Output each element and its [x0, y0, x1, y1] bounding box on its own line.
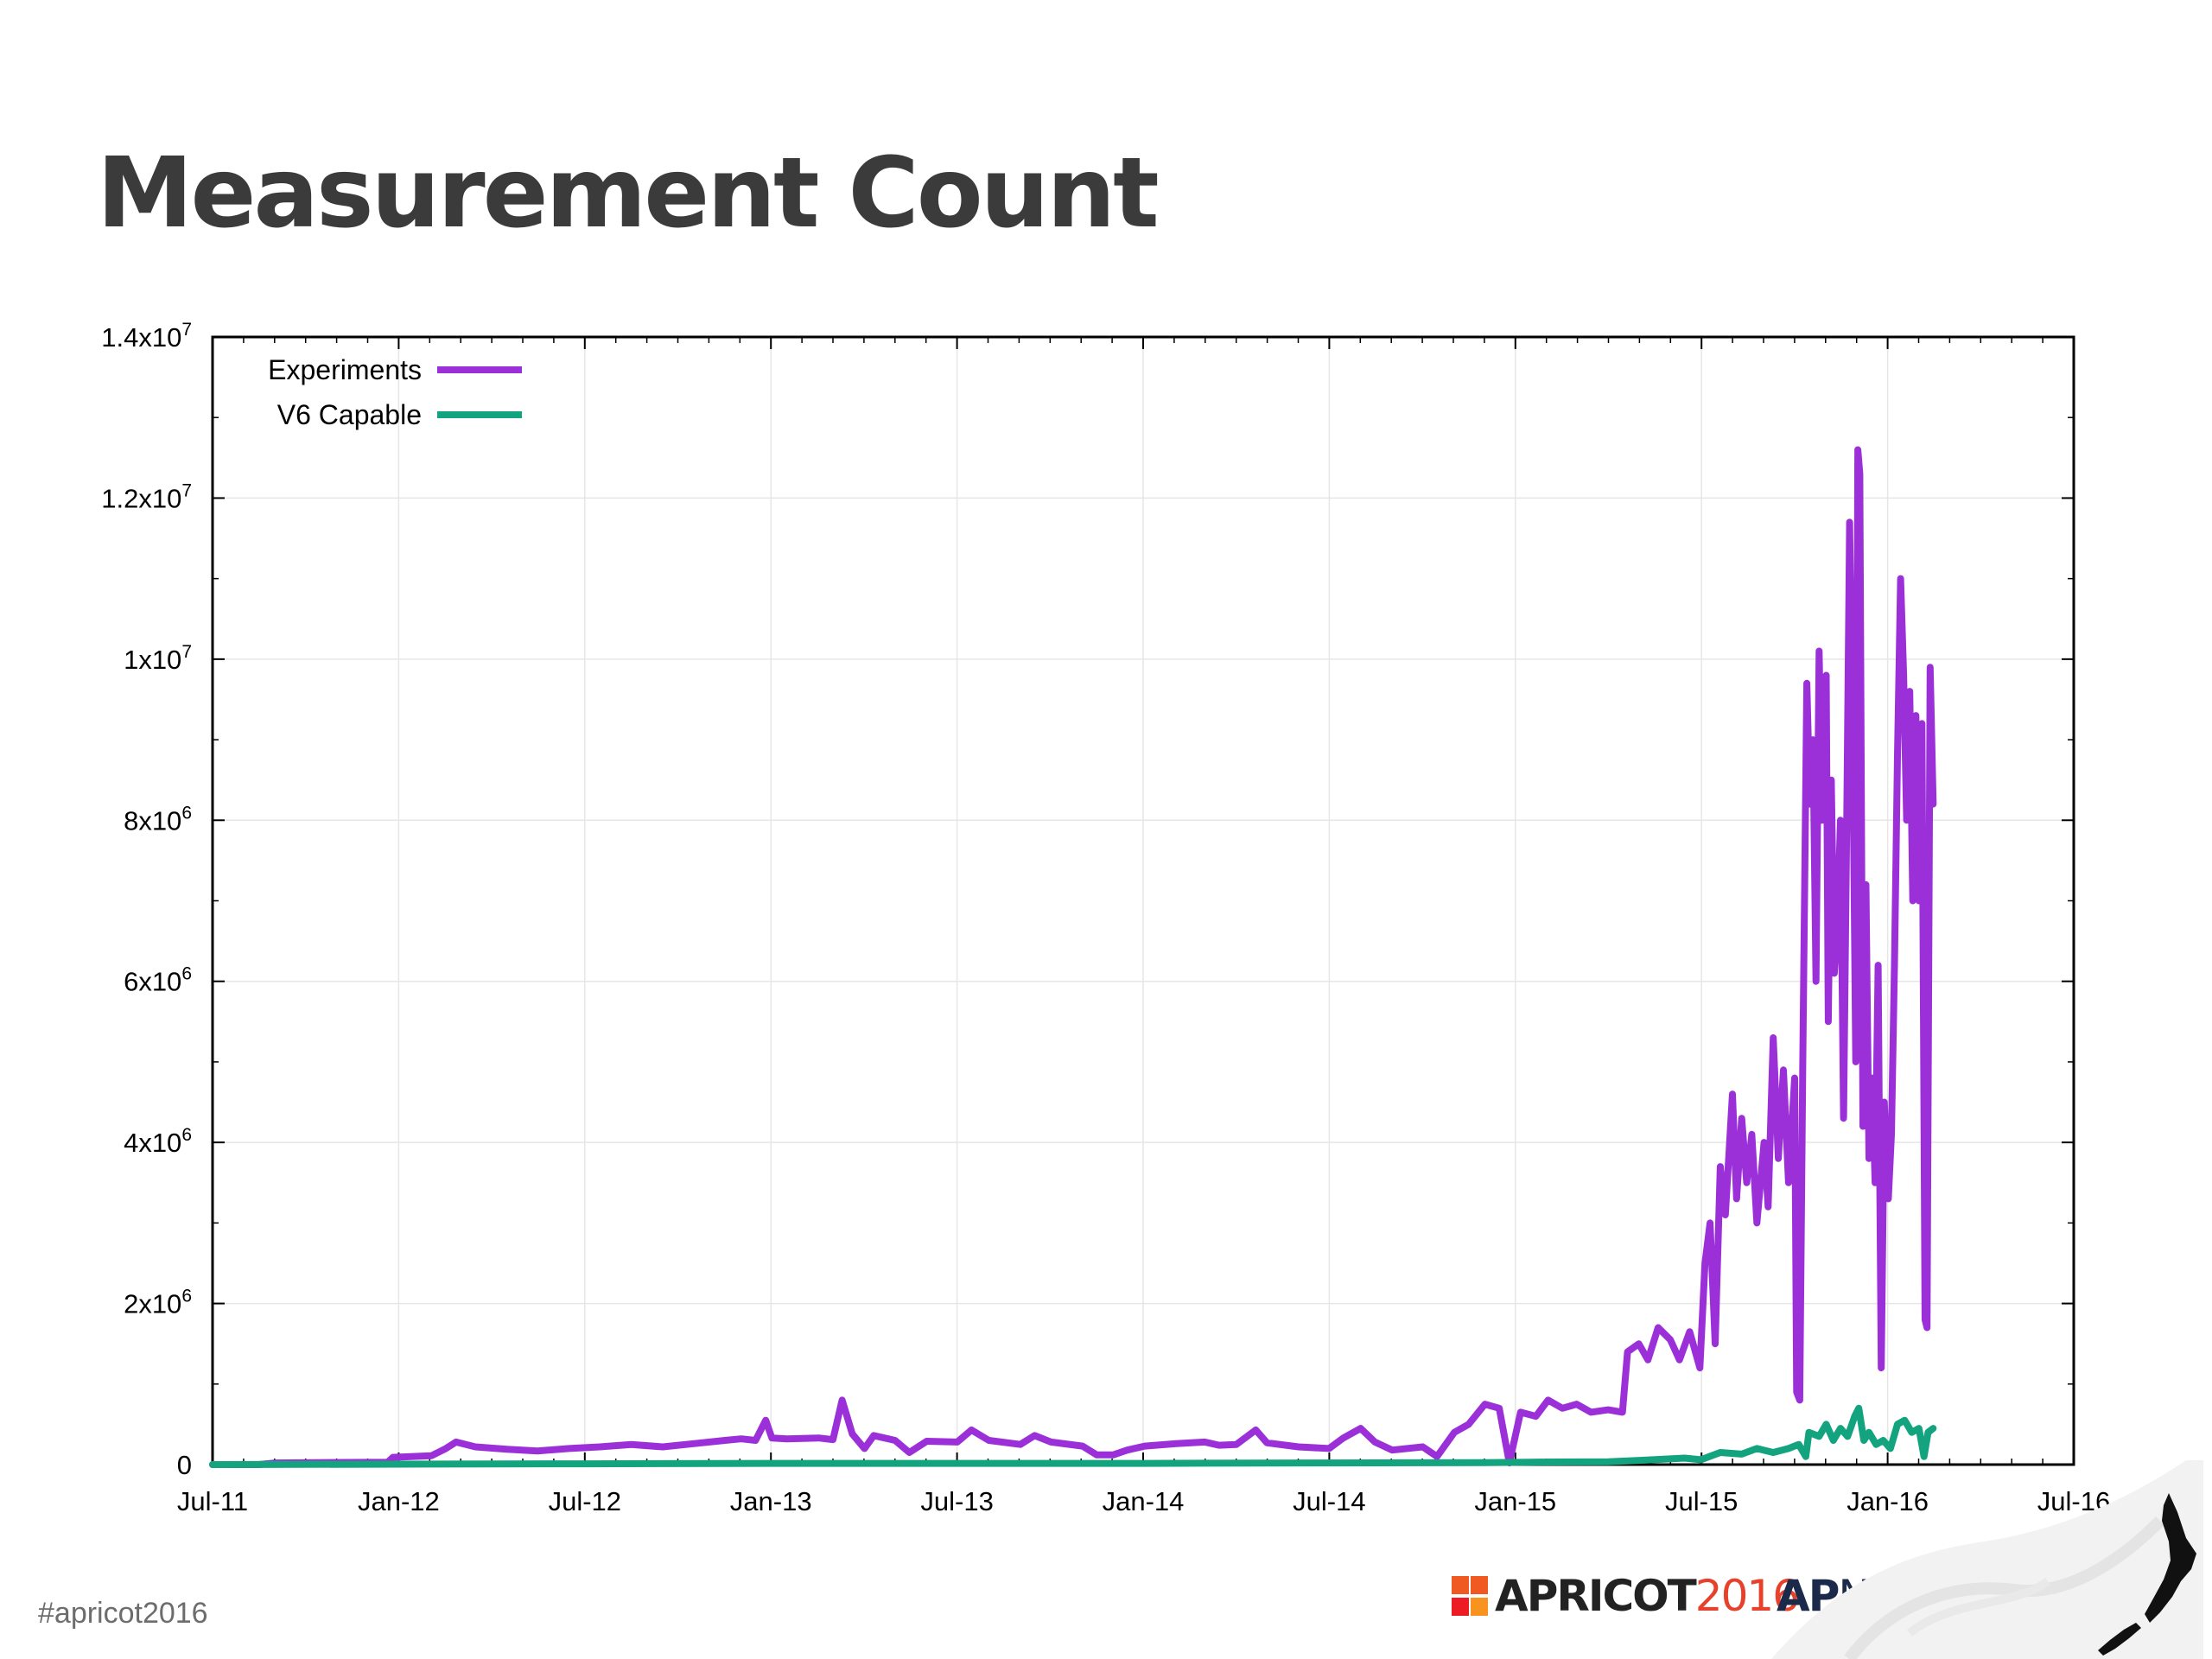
x-tick-label: Jan-16 [1847, 1486, 1929, 1516]
x-tick-label: Jan-13 [730, 1486, 812, 1516]
y-tick-label: 1.2x107 [101, 480, 192, 513]
y-tick-label: 2x106 [124, 1287, 192, 1319]
apricot-year: 2016 [1694, 1571, 1800, 1621]
x-tick-label: Jul-14 [1293, 1486, 1365, 1516]
y-tick-label: 1x107 [124, 642, 192, 675]
y-tick-label: 4x106 [124, 1125, 192, 1158]
series-line-experiments [209, 446, 1937, 1468]
apricot-label: APRICOT [1495, 1571, 1697, 1621]
x-axis: Jul-11 Jan-12 Jul-12 Jan-13 Jul-13 Jan-14 Jul-… [177, 337, 2110, 1516]
y-tick-label: 6x106 [124, 964, 192, 997]
slide-title: Measurement Count [97, 137, 1160, 250]
x-tick-label: Jan-12 [358, 1486, 440, 1516]
y-tick-label: 8x106 [124, 803, 192, 836]
series-lines [209, 446, 1937, 1468]
legend-label: V6 Capable [277, 399, 422, 430]
legend-label: Experiments [268, 354, 422, 385]
x-tick-label: Jul-15 [1665, 1486, 1738, 1516]
x-tick-label: Jan-14 [1103, 1486, 1185, 1516]
y-tick-label: 0 [177, 1450, 192, 1480]
measurement-count-chart: 0 2x106 4x106 6x106 8x106 1x107 1.2x107 1.4x107… [101, 320, 2110, 1516]
new-zealand-map-icon [1771, 1460, 2203, 1659]
x-tick-label: Jul-12 [549, 1486, 621, 1516]
series-line-v6-capable [209, 1404, 1937, 1468]
event-hashtag: #apricot2016 [38, 1597, 208, 1630]
x-tick-label: Jul-13 [920, 1486, 993, 1516]
legend: Experiments V6 Capable [268, 354, 522, 430]
x-tick-label: Jan-15 [1474, 1486, 1556, 1516]
apricot-logo-text: APRICOT2016 [1495, 1571, 1800, 1621]
y-axis: 0 2x106 4x106 6x106 8x106 1x107 1.2x107 1.4x107 [101, 320, 2074, 1480]
y-tick-label: 1.4x107 [101, 320, 192, 353]
apricot-logo-icon [1452, 1576, 1488, 1616]
x-tick-label: Jul-11 [177, 1486, 248, 1516]
